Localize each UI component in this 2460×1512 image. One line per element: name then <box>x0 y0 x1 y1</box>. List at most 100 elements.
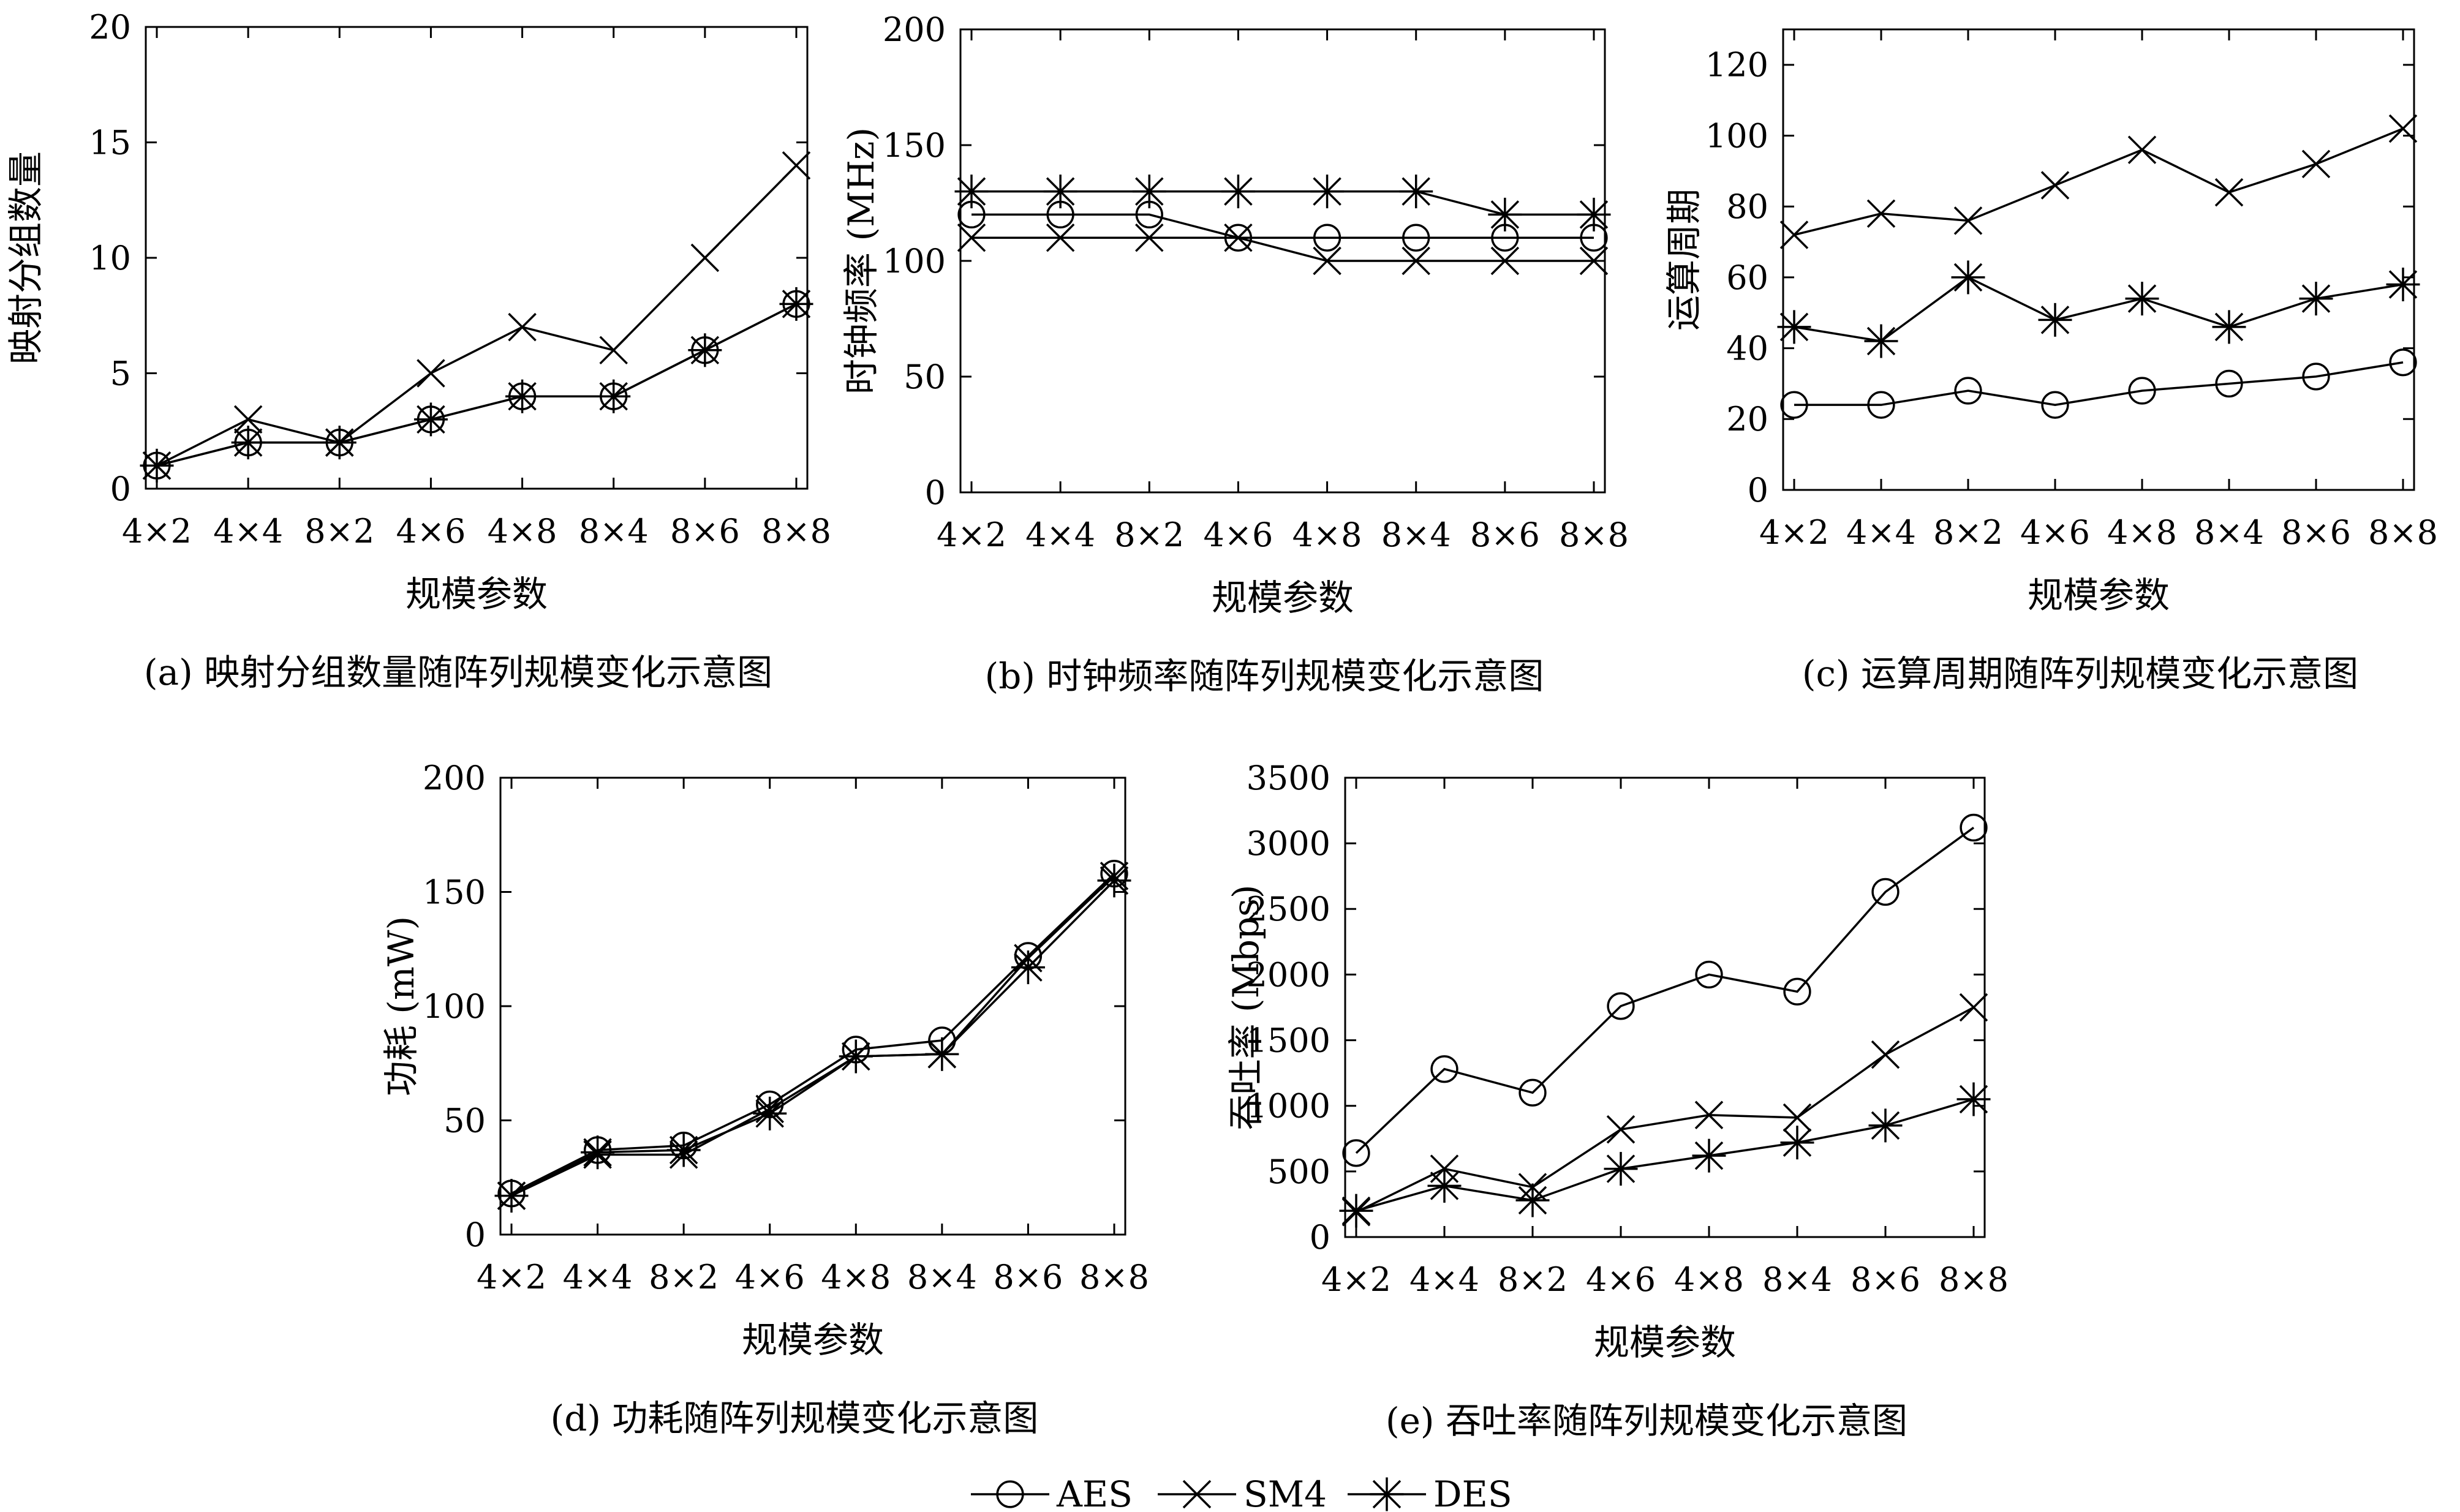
data-point <box>1427 1168 1462 1203</box>
data-point <box>233 405 263 434</box>
y-tick-label: 1000 <box>1247 1087 1330 1126</box>
y-tick-label: 100 <box>883 242 946 280</box>
data-point <box>1488 197 1522 231</box>
y-tick-label: 2500 <box>1247 890 1330 928</box>
data-point <box>2125 282 2159 316</box>
series-line <box>511 875 1115 1197</box>
data-point <box>2127 135 2157 164</box>
series-line <box>972 236 1594 262</box>
legend-marker <box>1182 1480 1212 1509</box>
y-tick-label: 60 <box>1726 258 1768 297</box>
series-DES <box>1339 1082 1991 1228</box>
data-point <box>1871 1040 1900 1069</box>
data-point <box>1519 1078 1547 1107</box>
plot-frame <box>1344 777 1986 1238</box>
legend-label: AES <box>1056 1473 1133 1512</box>
series-line <box>1794 127 2404 236</box>
x-tick-label: 4×2 <box>122 512 192 551</box>
chart-caption: (d) 功耗随阵列规模变化示意图 <box>551 1397 1039 1439</box>
data-point <box>2389 348 2417 377</box>
data-point <box>1959 993 1988 1022</box>
y-tick-label: 0 <box>465 1216 486 1254</box>
x-tick-label: 8×2 <box>1933 513 2003 552</box>
x-tick-label: 4×2 <box>1321 1260 1391 1299</box>
data-point <box>1867 391 1895 419</box>
x-tick-label: 8×6 <box>1851 1260 1920 1299</box>
x-tick-label: 8×4 <box>2194 513 2264 552</box>
y-tick-label: 50 <box>443 1101 486 1140</box>
data-point <box>1313 224 1341 252</box>
y-axis-label: 运算周期 <box>1663 189 1705 331</box>
y-tick-label: 0 <box>110 470 131 508</box>
data-point <box>505 379 540 413</box>
series-DES <box>140 287 813 483</box>
y-tick-label: 20 <box>1726 400 1768 438</box>
chart-caption: (e) 吞吐率随阵列规模变化示意图 <box>1386 1400 1907 1442</box>
data-point <box>688 333 722 367</box>
data-point <box>1132 175 1166 209</box>
legend-marker <box>1370 1477 1404 1511</box>
y-tick-label: 0 <box>925 473 946 512</box>
data-point <box>2302 363 2330 391</box>
x-tick-label: 4×6 <box>735 1258 805 1296</box>
x-tick-label: 4×6 <box>1586 1260 1656 1299</box>
x-tick-label: 8×8 <box>1939 1260 2009 1299</box>
legend-label: SM4 <box>1243 1473 1327 1512</box>
data-point <box>1577 197 1611 231</box>
data-point <box>413 402 448 437</box>
x-tick-label: 8×4 <box>579 512 649 551</box>
y-tick-label: 100 <box>423 987 486 1026</box>
x-tick-label: 4×2 <box>1759 513 1829 552</box>
chart-2: 0 20 40 60 80 100 120 4×2 4×4 8×2 4×6 4×8 8×4 8×6 8×8 规… <box>1663 28 2438 694</box>
x-axis-label: 规模参数 <box>2028 574 2170 616</box>
series-AES <box>1342 813 1988 1167</box>
data-point <box>1960 813 1988 842</box>
y-tick-label: 120 <box>1705 46 1768 85</box>
data-point <box>231 426 265 460</box>
series-line <box>511 873 1115 1195</box>
plot-frame <box>145 26 809 490</box>
plot-frame <box>1782 28 2415 491</box>
series-AES <box>1780 348 2417 419</box>
series-line <box>156 164 798 467</box>
y-tick-label: 150 <box>423 873 486 911</box>
data-point <box>1953 206 1983 235</box>
x-tick-label: 4×8 <box>1674 1260 1744 1299</box>
series-line <box>1794 361 2404 406</box>
data-point <box>2038 303 2072 337</box>
y-tick-label: 5 <box>110 354 131 393</box>
data-point <box>2040 171 2070 200</box>
series-SM4 <box>1779 114 2418 249</box>
data-point <box>1866 199 1896 228</box>
chart-1: 0 50 100 150 200 4×2 4×4 8×2 4×6 4×8 8×4 8×6 8×8 规模参数… <box>840 10 1629 697</box>
data-point <box>2386 267 2420 301</box>
data-point <box>1954 377 1982 405</box>
chart-caption: (b) 时钟频率随阵列规模变化示意图 <box>985 655 1544 697</box>
legend-marker <box>996 1480 1024 1508</box>
data-point <box>2299 282 2333 316</box>
y-tick-label: 100 <box>1705 116 1768 155</box>
y-tick-label: 3500 <box>1247 759 1330 797</box>
legend-entry-AES: AES <box>971 1473 1133 1512</box>
chart-0: 0 5 10 15 20 4×2 4×4 8×2 4×6 4×8 8×4 8×6 8×8 规模参数 映射分组… <box>5 8 831 693</box>
data-point <box>1097 863 1131 898</box>
series-line <box>156 303 797 467</box>
x-tick-label: 8×8 <box>2368 513 2438 552</box>
series-line <box>1355 827 1975 1154</box>
data-point <box>2128 377 2156 405</box>
series-line <box>1356 1098 1974 1212</box>
x-tick-label: 8×4 <box>1381 516 1451 554</box>
data-point <box>1310 175 1345 209</box>
y-tick-label: 200 <box>423 759 486 797</box>
x-tick-label: 4×6 <box>396 512 466 551</box>
x-tick-label: 8×8 <box>1559 516 1629 554</box>
data-point <box>494 1179 529 1213</box>
y-tick-label: 20 <box>89 8 131 47</box>
data-point <box>1868 1108 1903 1143</box>
y-tick-label: 200 <box>883 10 946 49</box>
x-tick-label: 8×2 <box>1498 1260 1568 1299</box>
data-point <box>954 175 989 209</box>
data-point <box>2301 149 2331 179</box>
data-point <box>1043 175 1077 209</box>
